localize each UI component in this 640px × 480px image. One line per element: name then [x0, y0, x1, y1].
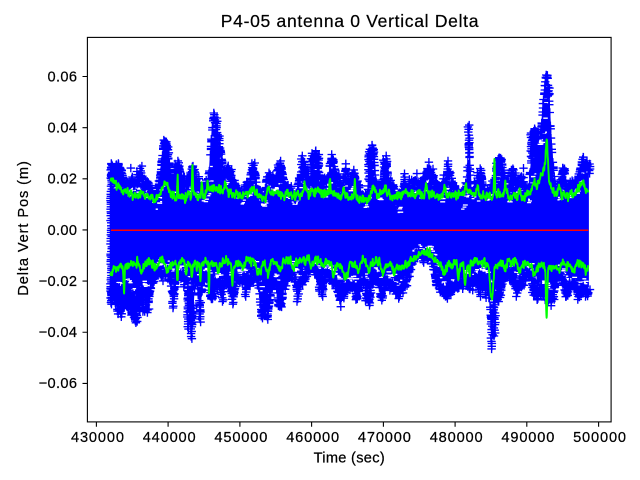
svg-text:Time (sec): Time (sec): [314, 451, 385, 467]
svg-text:0.00: 0.00: [47, 223, 77, 239]
svg-text:−0.04: −0.04: [39, 325, 78, 341]
svg-text:470000: 470000: [358, 430, 412, 446]
svg-text:460000: 460000: [286, 430, 340, 446]
svg-text:0.04: 0.04: [47, 121, 77, 137]
svg-text:−0.06: −0.06: [39, 376, 78, 392]
svg-text:0.06: 0.06: [47, 69, 77, 85]
svg-text:440000: 440000: [143, 430, 197, 446]
svg-text:P4-05 antenna 0 Vertical Delta: P4-05 antenna 0 Vertical Delta: [221, 11, 479, 31]
svg-text:−0.02: −0.02: [39, 274, 78, 290]
svg-text:430000: 430000: [71, 430, 125, 446]
svg-text:450000: 450000: [214, 430, 268, 446]
svg-text:490000: 490000: [501, 430, 555, 446]
svg-text:Delta Vert Pos (m): Delta Vert Pos (m): [16, 160, 32, 295]
svg-text:0.02: 0.02: [47, 172, 77, 188]
svg-text:480000: 480000: [430, 430, 484, 446]
svg-text:500000: 500000: [573, 430, 627, 446]
